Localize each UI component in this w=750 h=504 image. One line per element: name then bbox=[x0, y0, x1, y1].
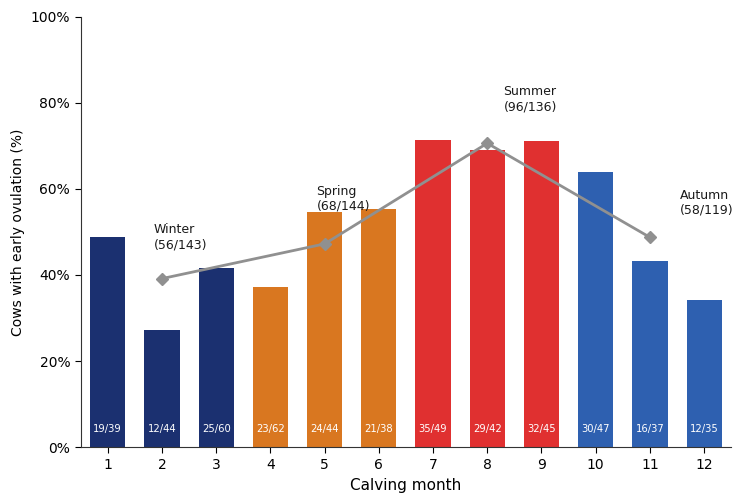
Text: 19/39: 19/39 bbox=[93, 424, 122, 434]
Bar bbox=[524, 141, 559, 447]
Text: 12/35: 12/35 bbox=[690, 424, 718, 434]
Text: 21/38: 21/38 bbox=[364, 424, 393, 434]
Text: 12/44: 12/44 bbox=[148, 424, 176, 434]
Text: Spring
(68/144): Spring (68/144) bbox=[316, 184, 370, 213]
Bar bbox=[578, 172, 614, 447]
Bar bbox=[253, 287, 288, 447]
Text: 16/37: 16/37 bbox=[635, 424, 664, 434]
Text: 29/42: 29/42 bbox=[473, 424, 502, 434]
Bar bbox=[416, 140, 451, 447]
Bar bbox=[307, 212, 342, 447]
Bar bbox=[199, 268, 234, 447]
Bar bbox=[470, 150, 505, 447]
Text: 25/60: 25/60 bbox=[202, 424, 230, 434]
Text: Autumn
(58/119): Autumn (58/119) bbox=[680, 189, 734, 217]
Text: 30/47: 30/47 bbox=[581, 424, 610, 434]
Bar bbox=[362, 209, 397, 447]
Text: 23/62: 23/62 bbox=[256, 424, 285, 434]
X-axis label: Calving month: Calving month bbox=[350, 478, 461, 493]
Text: 35/49: 35/49 bbox=[419, 424, 447, 434]
Text: Winter
(56/143): Winter (56/143) bbox=[154, 223, 207, 251]
Text: 32/45: 32/45 bbox=[527, 424, 556, 434]
Text: 24/44: 24/44 bbox=[310, 424, 339, 434]
Y-axis label: Cows with early ovulation (%): Cows with early ovulation (%) bbox=[11, 128, 25, 336]
Bar bbox=[686, 299, 722, 447]
Text: Summer
(96/136): Summer (96/136) bbox=[503, 86, 557, 113]
Bar bbox=[90, 237, 125, 447]
Bar bbox=[632, 261, 668, 447]
Bar bbox=[144, 330, 179, 447]
